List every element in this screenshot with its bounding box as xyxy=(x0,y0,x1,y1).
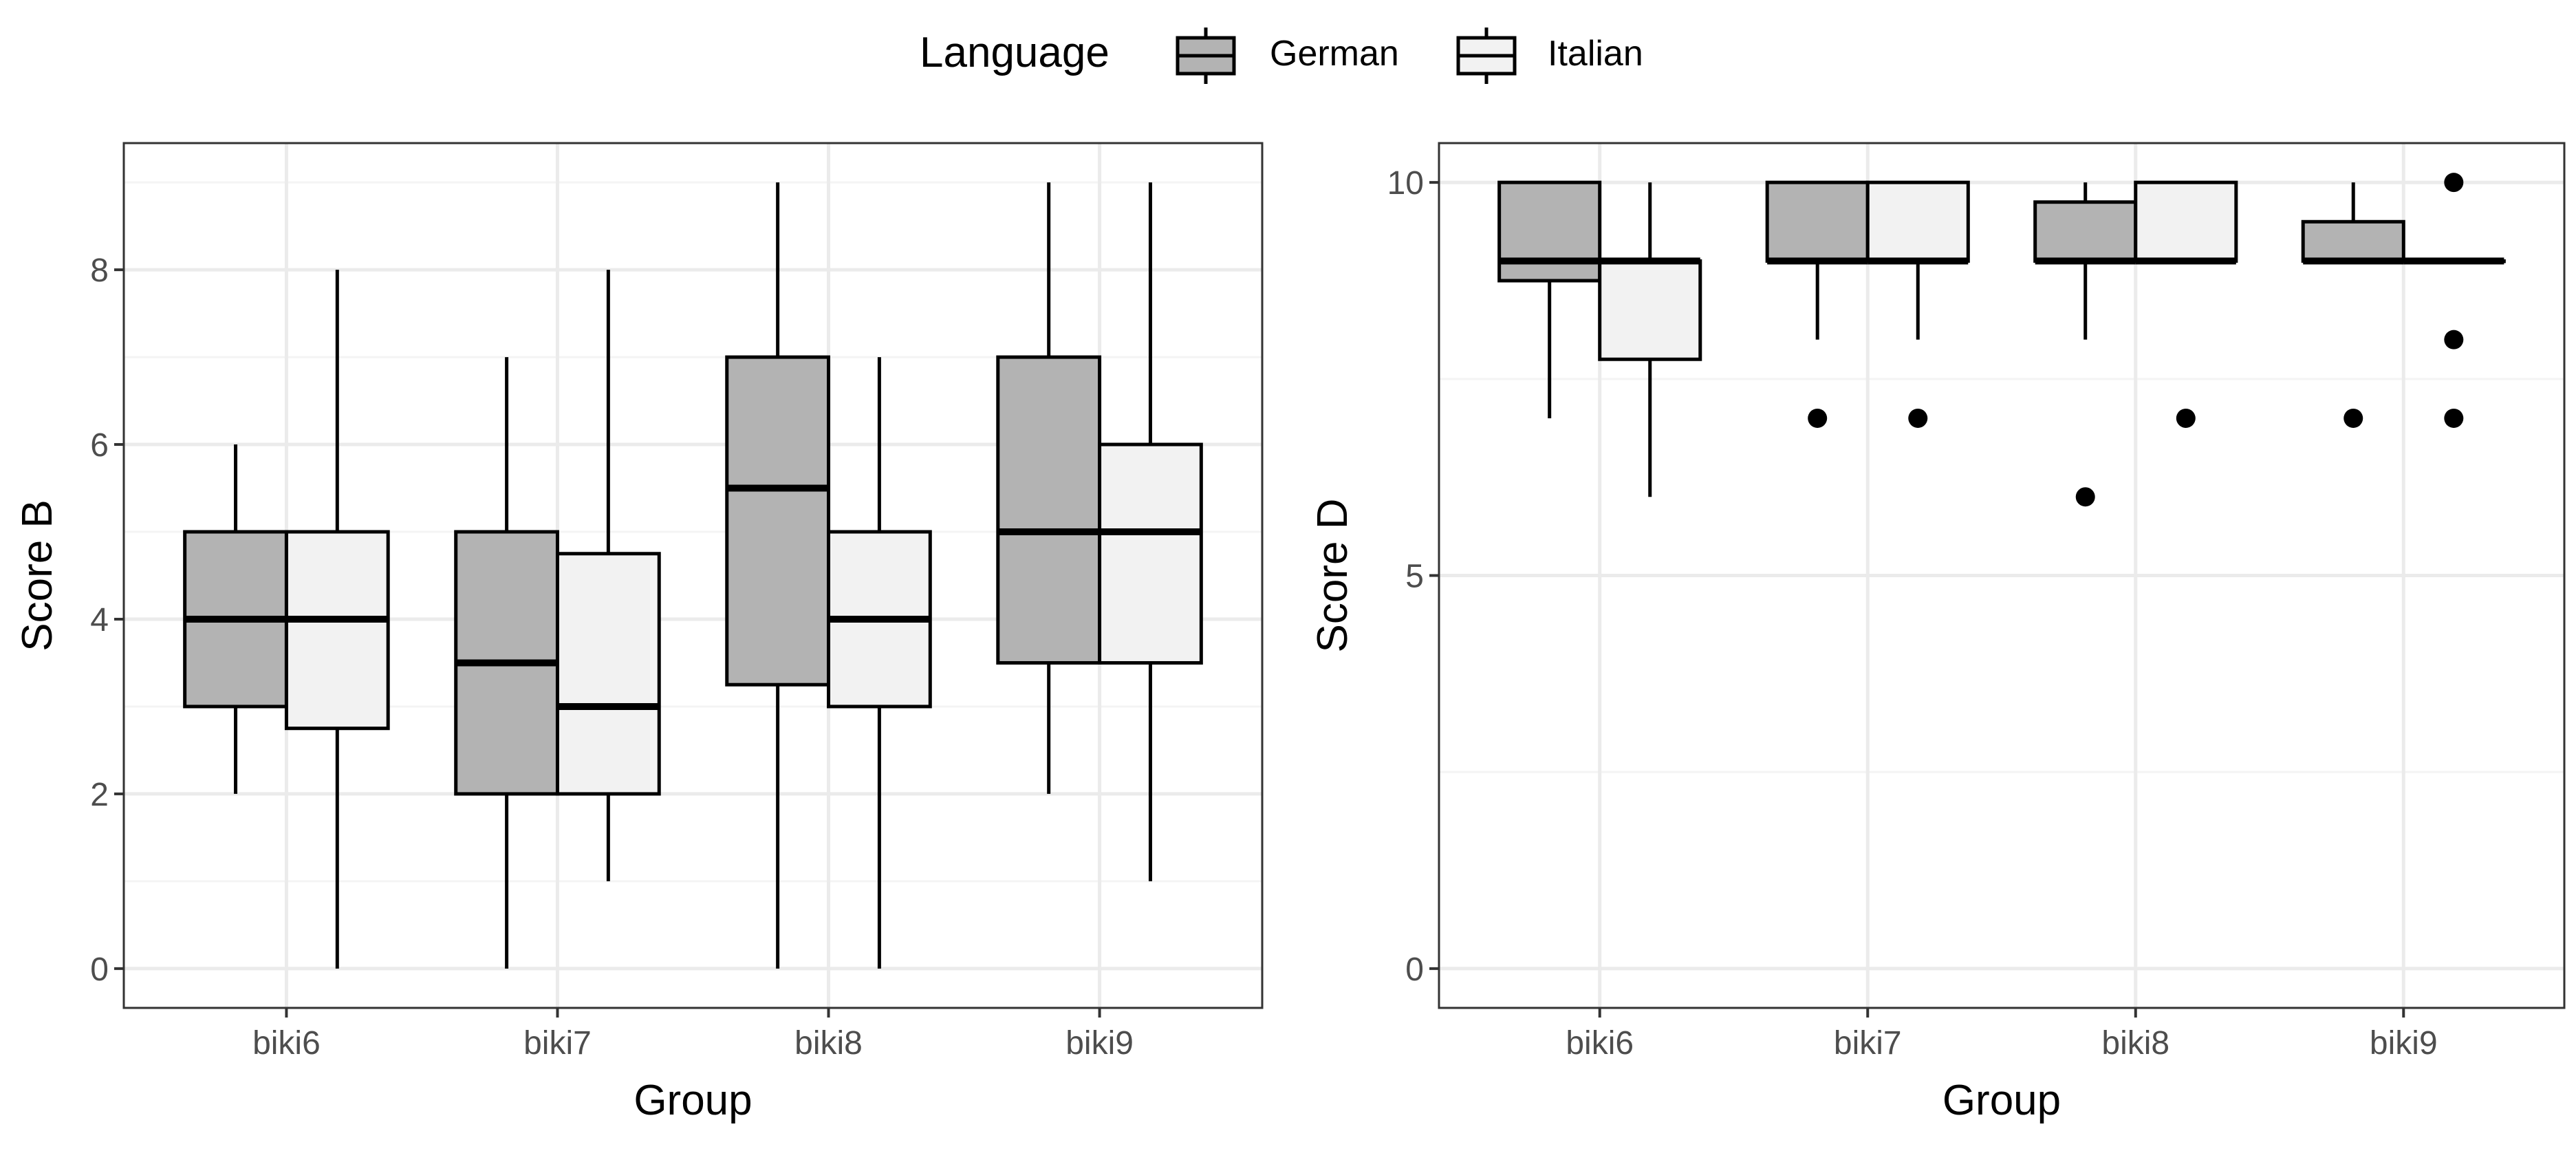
box-iqr xyxy=(555,552,661,796)
y-axis-title: Score B xyxy=(14,499,61,652)
score-d-panel: 0 5 10 biki6 biki7 biki8 biki9 Group Score D xyxy=(1309,142,2566,1124)
score-b-panel: 0 2 4 6 8 biki6 biki7 biki8 biki9 Group Score B xyxy=(14,142,1264,1124)
box-iqr xyxy=(1098,442,1203,665)
x-tick-label: biki8 xyxy=(794,1025,863,1062)
x-tick-label: biki9 xyxy=(1065,1025,1134,1062)
box-italian-biki8 xyxy=(2134,180,2238,428)
x-axis-title: Group xyxy=(1942,1077,2061,1124)
outlier-point xyxy=(1808,408,1828,428)
box-italian-biki7 xyxy=(1865,180,1970,428)
y-tick-label: 0 xyxy=(1405,951,1424,988)
legend-key-german xyxy=(1176,28,1236,84)
x-tick-label: biki8 xyxy=(2101,1025,2169,1062)
box-iqr xyxy=(996,355,1102,665)
box-italian-biki6 xyxy=(284,270,390,969)
box-german-biki8 xyxy=(725,182,831,969)
box-italian-biki9 xyxy=(1098,182,1203,881)
y-tick-label: 0 xyxy=(90,951,109,988)
legend-key-italian xyxy=(1456,28,1517,84)
box-german-biki9 xyxy=(2301,182,2405,428)
box-german-biki6 xyxy=(1497,180,1602,418)
box-iqr xyxy=(1598,259,1702,361)
x-tick-label: biki7 xyxy=(523,1025,592,1062)
panel-border xyxy=(122,142,1264,1009)
box-iqr xyxy=(284,530,390,731)
outlier-point xyxy=(2344,408,2363,428)
x-tick-label: biki6 xyxy=(252,1025,321,1062)
box-italian-biki6 xyxy=(1598,182,1702,497)
outlier-point xyxy=(2444,408,2464,428)
y-tick-label: 5 xyxy=(1405,559,1424,595)
box-iqr xyxy=(2033,200,2138,263)
x-tick-label: biki7 xyxy=(1834,1025,1902,1062)
box-iqr xyxy=(2301,219,2405,263)
box-italian-biki7 xyxy=(555,270,661,881)
box-italian-biki9 xyxy=(2401,173,2506,428)
legend-label-italian: Italian xyxy=(1548,34,1643,74)
legend-title: Language xyxy=(920,29,1110,76)
y-tick-label: 8 xyxy=(90,252,109,289)
outlier-point xyxy=(1908,408,1928,428)
box-german-biki9 xyxy=(996,182,1102,794)
y-tick-label: 6 xyxy=(90,427,109,464)
box-german-biki7 xyxy=(454,357,559,969)
box-iqr xyxy=(1765,180,1870,263)
box-iqr xyxy=(1497,180,1602,283)
outlier-point xyxy=(2444,330,2464,349)
box-german-biki7 xyxy=(1765,180,1870,428)
box-german-biki8 xyxy=(2033,182,2138,507)
y-axis-title: Score D xyxy=(1309,499,1356,653)
box-iqr xyxy=(1865,180,1970,263)
box-german-biki6 xyxy=(183,444,288,794)
box-iqr xyxy=(2134,180,2238,263)
y-tick-label: 4 xyxy=(90,602,109,638)
box-iqr xyxy=(725,355,831,687)
y-tick-label: 2 xyxy=(90,777,109,813)
outlier-point xyxy=(2444,173,2464,193)
x-tick-label: biki6 xyxy=(1566,1025,1634,1062)
x-tick-label: biki9 xyxy=(2370,1025,2438,1062)
outlier-point xyxy=(2176,408,2196,428)
box-italian-biki8 xyxy=(827,357,932,969)
legend-label-german: German xyxy=(1270,34,1399,74)
y-tick-label: 10 xyxy=(1387,165,1424,202)
x-axis-title: Group xyxy=(634,1077,752,1124)
outlier-point xyxy=(2075,487,2095,507)
legend: Language German Italian xyxy=(920,28,1643,84)
